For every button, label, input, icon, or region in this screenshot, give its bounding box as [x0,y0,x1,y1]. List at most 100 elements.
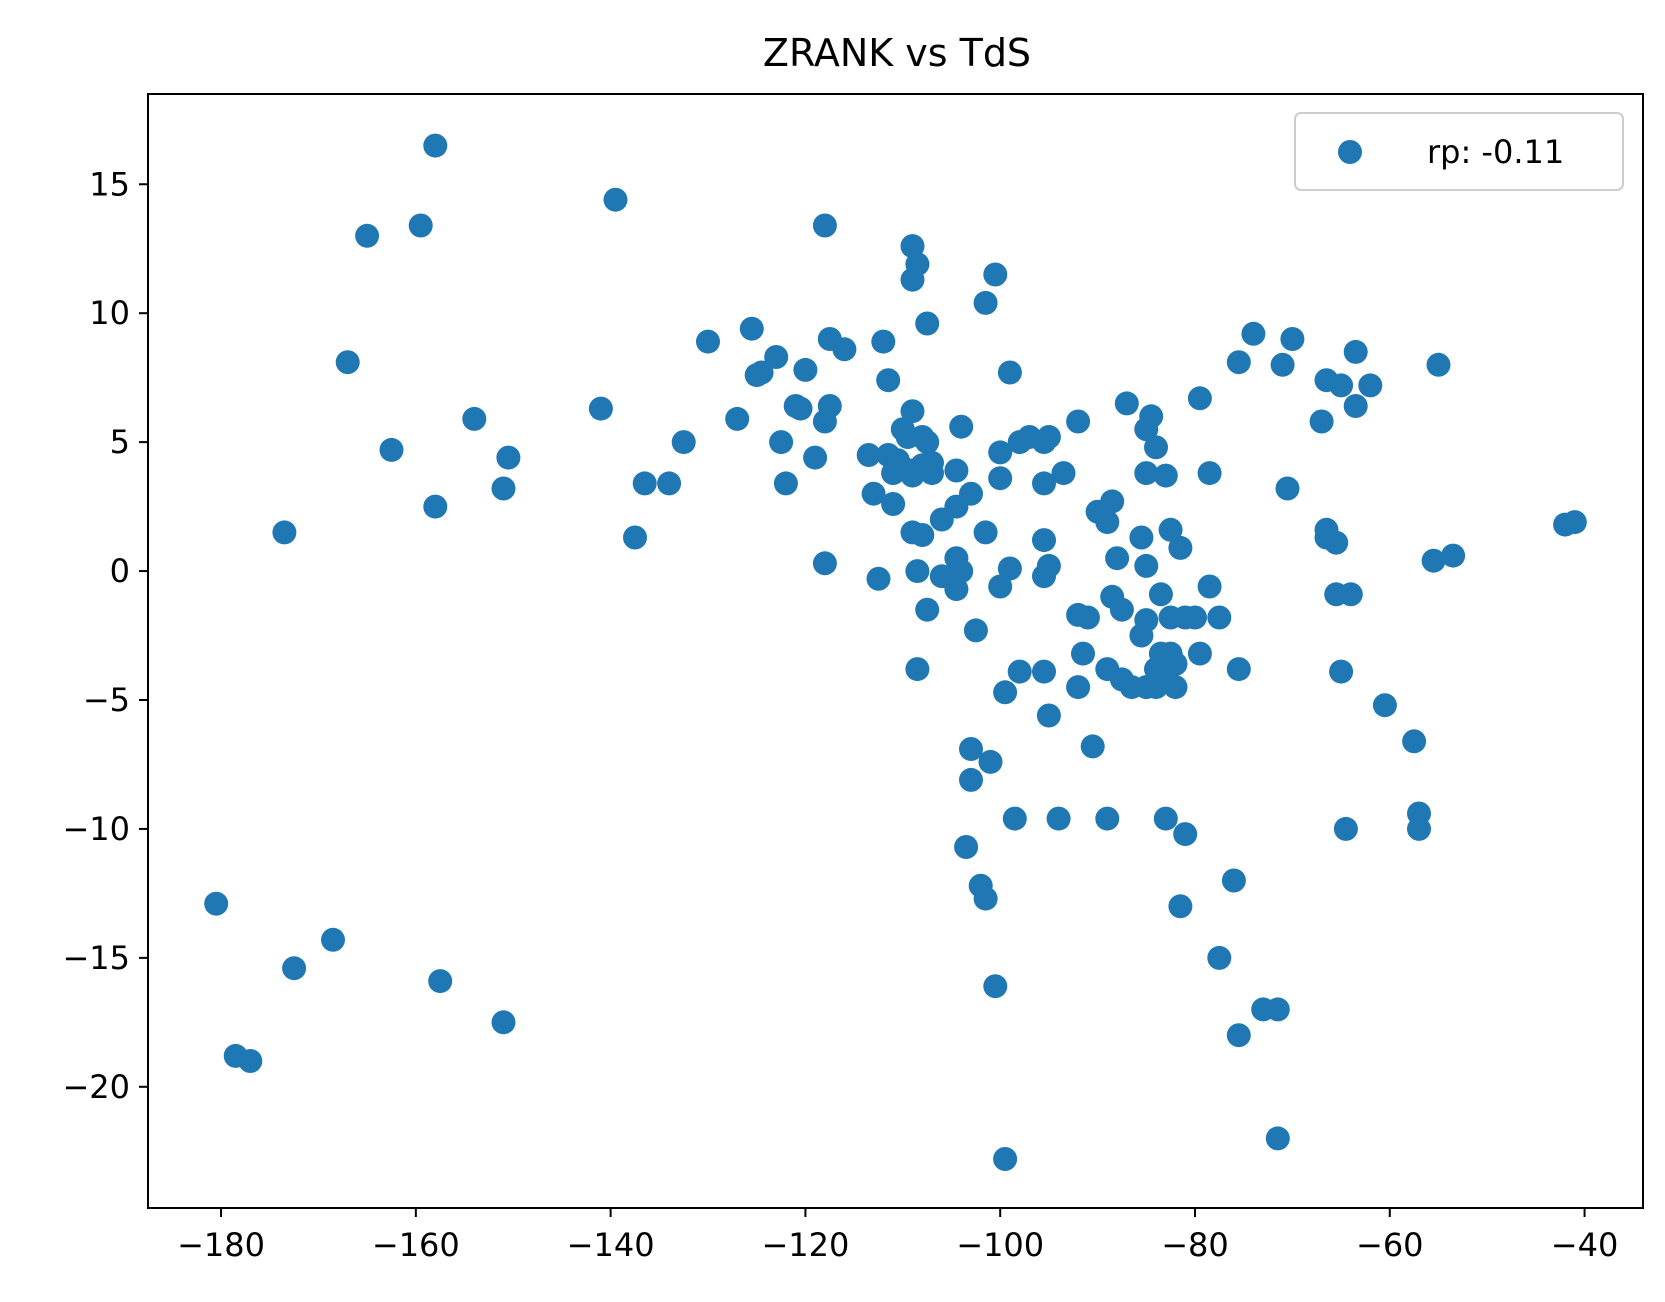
data-point [1105,546,1130,571]
data-point [1129,623,1154,648]
data-point [764,345,789,369]
data-point [900,399,925,424]
data-point [1280,327,1305,351]
data-point [1080,734,1105,759]
data-point [272,520,297,545]
data-point [1134,553,1159,578]
data-point [900,234,925,259]
axes-frame [147,93,1644,1209]
data-point [769,430,794,455]
data-point [788,396,813,421]
data-point [871,329,896,354]
data-point [1173,822,1198,847]
data-point [749,360,774,385]
data-point [204,891,229,916]
data-point [1032,659,1056,684]
data-point [1421,548,1446,573]
data-point [1241,321,1266,346]
data-point [1338,582,1363,607]
data-point [379,437,404,462]
data-point [993,1147,1018,1171]
data-point [920,450,944,475]
data-point [423,494,448,519]
data-point [1265,997,1290,1022]
data-point [1168,535,1193,560]
y-axis: −20 −15 −10 −5 0 5 10 15 [62,165,148,1106]
y-tick-label: −15 [62,939,130,977]
data-point [963,618,988,643]
data-point [973,520,998,545]
y-tick-label: 10 [89,294,130,332]
data-point [1309,409,1334,434]
data-point [1032,528,1056,553]
legend: rp: -0.11 [1294,112,1624,191]
data-point [1343,339,1368,364]
data-point [725,406,750,431]
data-point [881,492,906,516]
data-point [803,445,828,470]
data-point [1153,662,1178,687]
data-point [1075,605,1100,630]
data-point [1187,386,1212,411]
data-point [1207,945,1232,970]
data-point [997,556,1022,581]
data-point [954,835,979,859]
data-point [876,368,901,393]
data-point [910,523,935,547]
data-point [657,471,682,496]
data-point [949,559,974,584]
data-point [1051,461,1076,486]
data-point [1002,806,1027,831]
data-point [1426,352,1451,377]
data-point [973,886,998,911]
chart-title: ZRANK vs TdS [763,31,1031,75]
data-point [1407,816,1431,841]
data-point [1562,510,1587,535]
legend-marker [1338,140,1362,164]
data-point [1071,641,1095,666]
data-point [632,471,657,496]
data-point [1100,489,1125,514]
data-point [1007,659,1032,684]
data-point [1144,435,1168,460]
data-point [959,767,983,792]
data-point [1333,816,1358,841]
data-point [1046,806,1071,831]
data-point [1265,1126,1290,1151]
legend-label: rp: -0.11 [1427,133,1564,171]
y-tick-label: 0 [110,552,130,590]
data-point [993,680,1018,705]
data-point [959,737,983,761]
data-point [1197,461,1222,486]
data-point [1441,543,1466,568]
data-point [861,481,886,506]
data-point [997,360,1022,385]
data-point [1275,476,1300,501]
data-point [238,1049,263,1073]
data-point [1168,894,1193,919]
data-point [973,290,998,315]
data-point [408,213,433,238]
x-tick-label: −60 [1356,1226,1424,1264]
data-point [929,507,954,532]
data-point [1109,597,1134,622]
data-point [915,597,940,622]
data-point [739,316,764,341]
data-point [905,559,930,584]
data-point [983,974,1008,999]
data-point [1329,373,1354,398]
data-point [988,574,1013,599]
data-point [812,551,837,576]
data-point [949,414,974,439]
data-point [491,476,516,501]
data-point [1226,657,1251,682]
data-point [671,430,696,455]
data-point [1032,471,1056,496]
data-point [812,213,837,238]
data-point [1134,461,1159,486]
data-point [983,262,1008,287]
data-point [1036,703,1061,728]
data-point [915,430,940,455]
